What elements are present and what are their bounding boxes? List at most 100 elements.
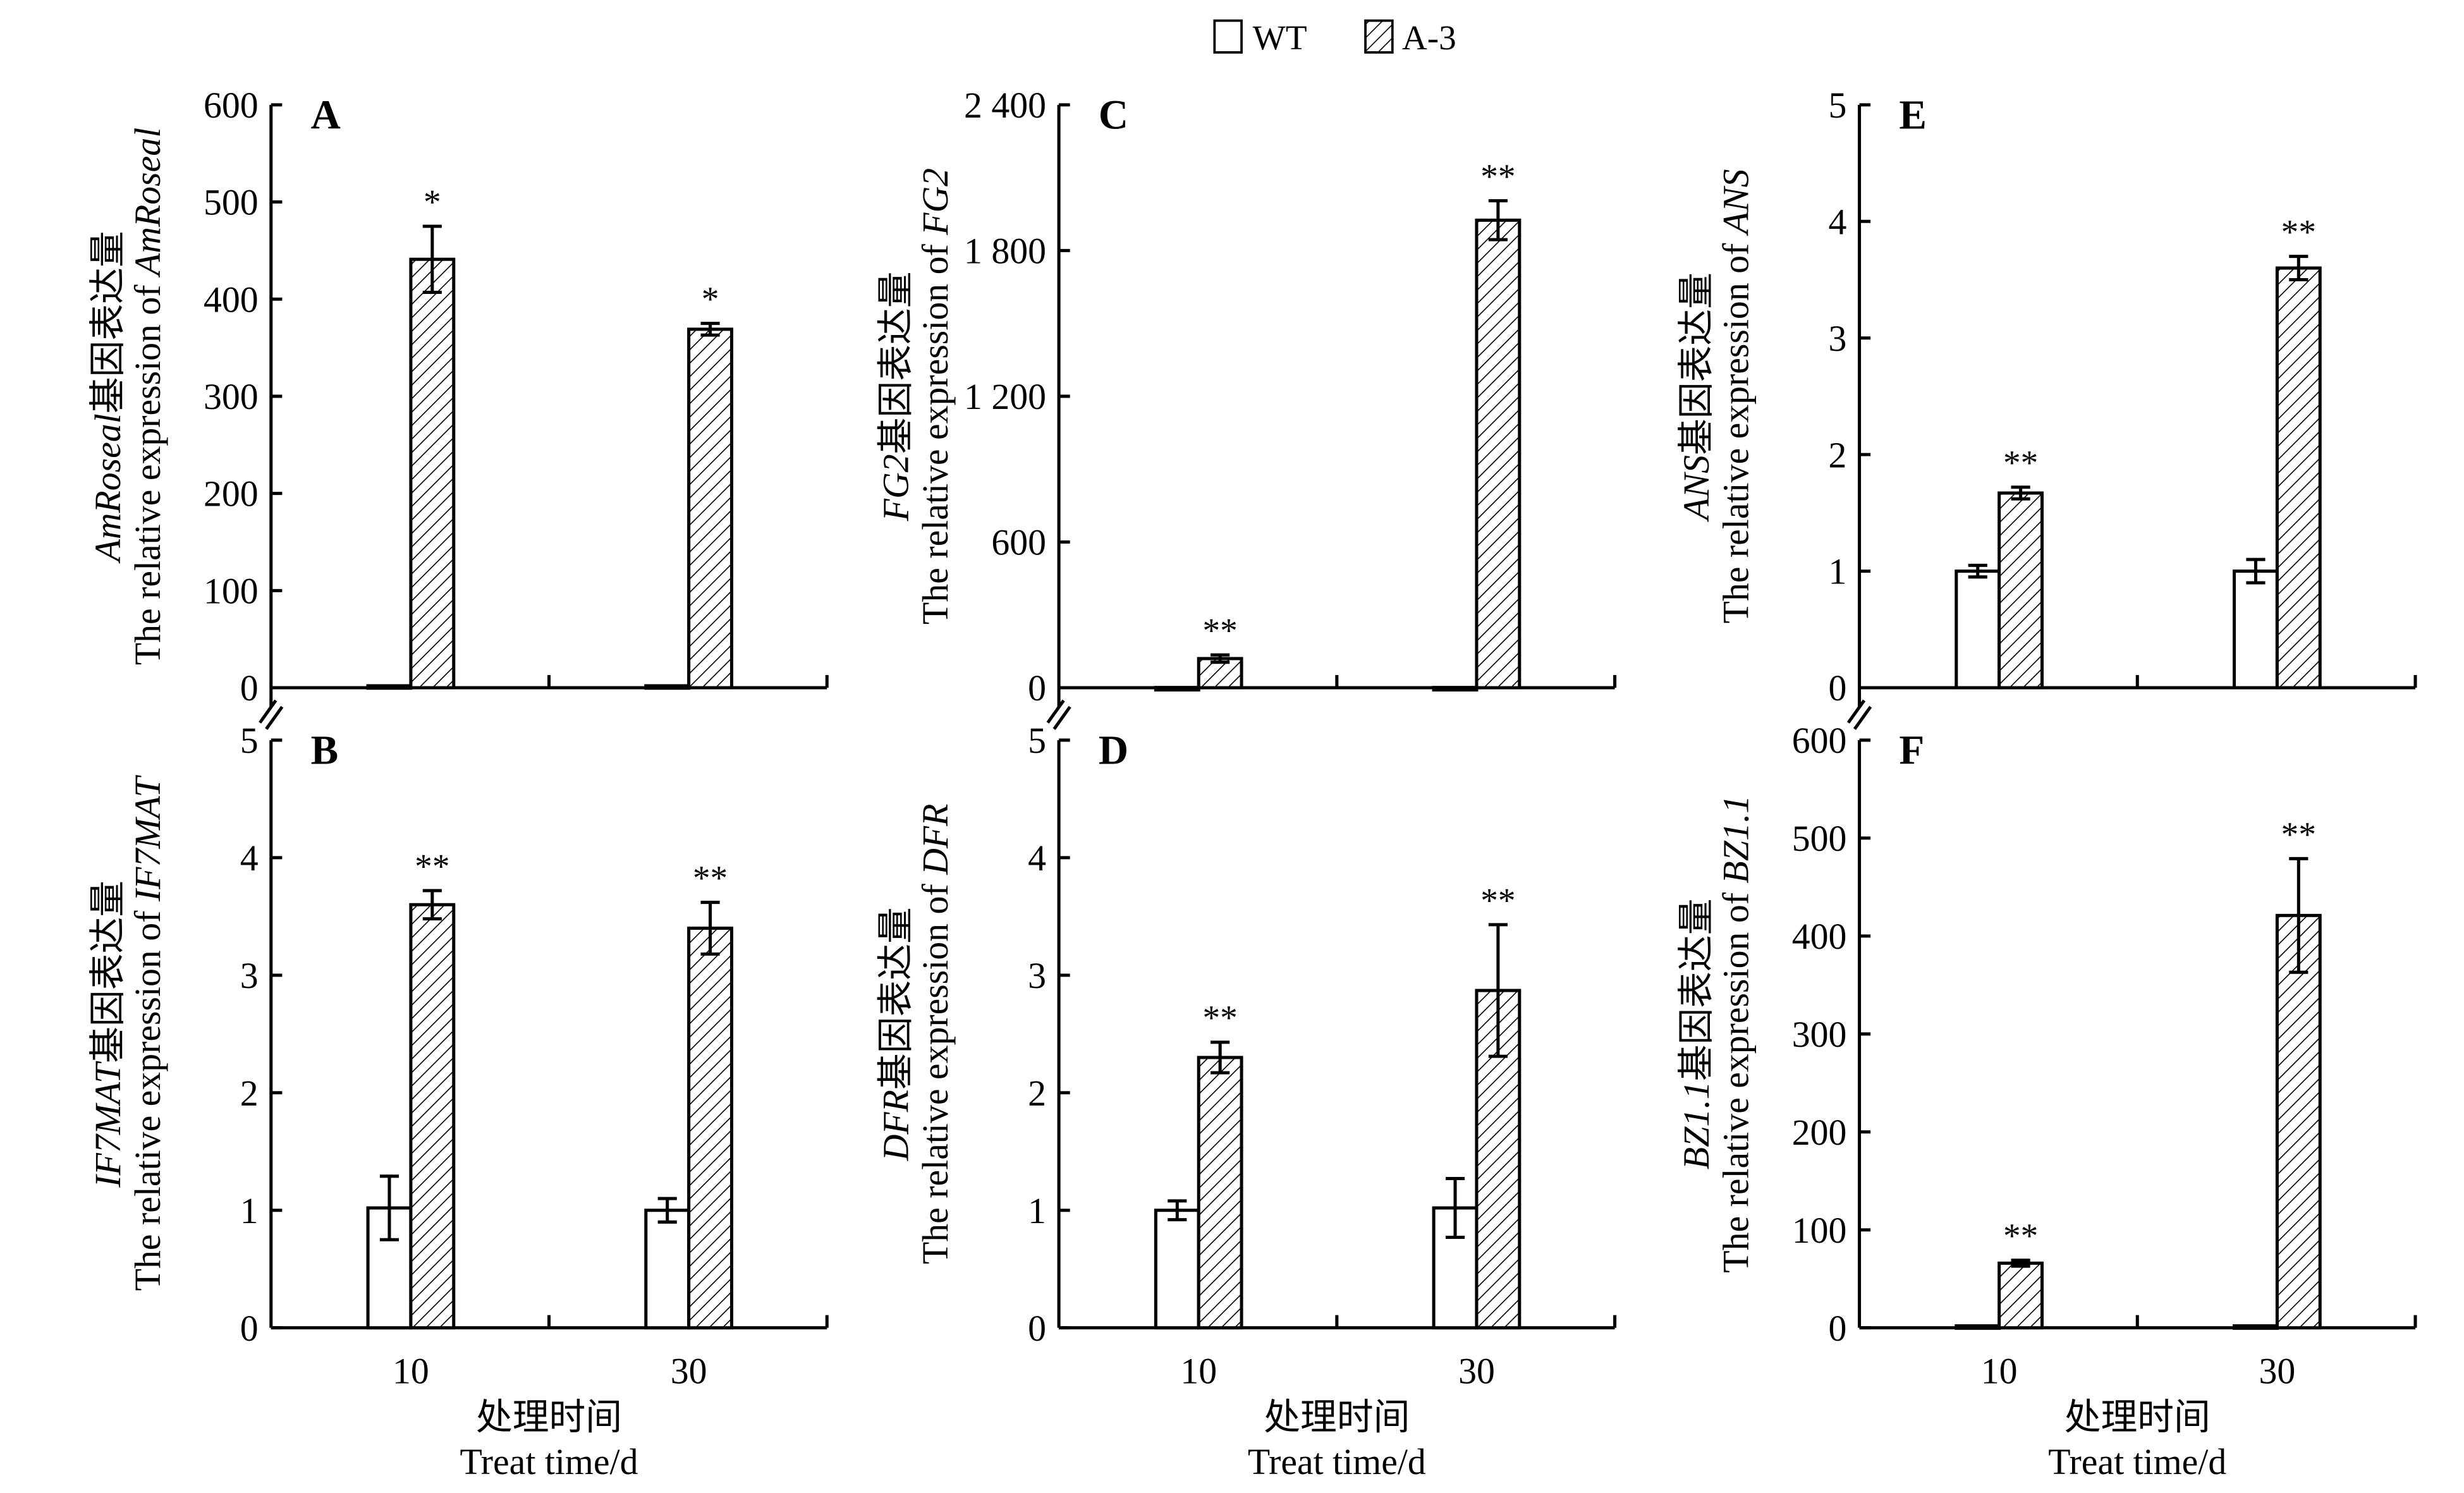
x-label-cn: 处理时间 [476,1397,622,1437]
y-label-en-prefix: The relative expression of [128,901,168,1291]
y-tick-label: 5 [1829,85,1847,126]
y-tick-label: 100 [204,571,259,611]
y-label-en-gene: AmRoseal [128,128,168,278]
y-tick-label: 4 [1829,202,1847,242]
y-label-cn-suffix: 基因表达量 [875,907,916,1090]
y-label-en: The relative expression of AmRoseal [128,128,168,665]
y-tick-label: 1 [1028,1191,1046,1231]
y-label-cn-suffix: 基因表达量 [88,881,128,1063]
y-label-en-gene: BZ1.1 [1716,795,1757,884]
y-tick-label: 500 [204,183,259,223]
y-tick-label: 0 [1028,668,1046,709]
axis-break-mark [1846,699,1872,730]
x-tick-label: 10 [393,1351,429,1392]
y-label-gene: FG2 [875,454,916,521]
y-label-en: The relative expression of IF7MAT [128,774,168,1291]
y-label-en-gene: ANS [1716,169,1757,237]
y-tick-label: 5 [1028,721,1046,761]
y-label-gene: AmRoseal [88,413,128,564]
y-label-en-prefix: The relative expression of [1716,884,1757,1273]
bar-wt [644,1209,691,1330]
y-label-cn: ANS基因表达量 [1676,272,1717,523]
y-tick-label: 5 [240,721,259,761]
y-label-cn-suffix: 基因表达量 [1676,272,1717,455]
y-tick-label: 2 400 [964,85,1046,126]
significance-label: ** [2003,444,2038,482]
y-label-en-prefix: The relative expression of [915,235,956,625]
y-tick-label: 3 [1028,956,1046,996]
y-tick-label: 4 [240,838,259,879]
significance-label: ** [1203,999,1238,1037]
y-tick-label: 200 [1792,1112,1847,1153]
y-tick-label: 0 [1028,1308,1046,1349]
y-label-en-gene: FG2 [915,168,956,236]
y-tick-label: 4 [1028,838,1046,879]
y-tick-label: 1 [1829,552,1847,592]
x-label-en: Treat time/d [2048,1442,2226,1482]
axis-break-mark [1046,699,1071,730]
y-label-en-gene: DFR [915,804,956,875]
y-tick-label: 400 [204,279,259,320]
bar-a3 [2275,913,2322,1330]
panel-letter: E [1899,93,1927,138]
y-label-gene: ANS [1676,455,1717,523]
bar-wt [1955,1324,2001,1330]
significance-label: * [424,183,441,221]
axis-break-mark [259,699,284,730]
x-label-en: Treat time/d [460,1442,638,1482]
bar-a3 [2275,266,2322,690]
panel-letter: C [1099,93,1128,138]
y-tick-label: 0 [1829,668,1847,709]
x-tick-label: 10 [1180,1351,1217,1392]
y-tick-label: 1 [240,1191,259,1231]
y-label-gene: BZ1.1 [1676,1081,1717,1169]
significance-label: ** [1203,611,1238,650]
y-tick-label: 300 [204,377,259,417]
y-tick-label: 600 [204,85,259,126]
y-label-en: The relative expression of DFR [915,804,956,1264]
y-tick-label: 0 [240,1308,259,1349]
legend-label-wt: WT [1253,18,1307,57]
bar-wt [1432,686,1479,692]
bar-wt [366,684,413,690]
significance-label: ** [2281,213,2316,252]
x-label-cn: 处理时间 [1264,1397,1410,1437]
x-tick-label: 30 [671,1351,707,1392]
y-label-en-prefix: The relative expression of [1716,234,1757,623]
bar-a3 [1997,491,2044,690]
significance-label: ** [1480,157,1515,196]
y-label-gene: DFR [875,1090,916,1161]
y-tick-label: 3 [240,956,259,996]
y-label-en: The relative expression of ANS [1716,169,1757,624]
bar-wt [1955,570,2001,690]
bar-wt [2233,1324,2279,1330]
legend-swatch-a3 [1364,19,1394,54]
panel-letter: B [311,728,339,774]
y-tick-label: 0 [1829,1308,1847,1349]
bar-a3 [409,257,456,690]
bar-wt [2233,570,2279,690]
y-tick-label: 1 200 [964,377,1046,417]
y-tick-label: 2 [240,1073,259,1114]
y-tick-label: 1 800 [964,231,1046,271]
bar-a3 [409,903,456,1330]
x-tick-label: 30 [1458,1351,1495,1392]
y-tick-label: 600 [1792,721,1847,761]
y-tick-label: 0 [240,668,259,709]
y-label-en-prefix: The relative expression of [128,276,168,665]
bar-a3 [1997,1261,2044,1330]
y-label-en: The relative expression of BZ1.1 [1716,795,1757,1273]
legend: WT A-3 [1213,18,1456,57]
y-tick-label: 100 [1792,1210,1847,1251]
y-label-cn-suffix: 基因表达量 [875,272,916,454]
y-label-cn-suffix: 基因表达量 [1676,899,1717,1082]
significance-label: ** [415,847,449,886]
bar-a3 [1197,1056,1243,1330]
y-tick-label: 300 [1792,1015,1847,1055]
